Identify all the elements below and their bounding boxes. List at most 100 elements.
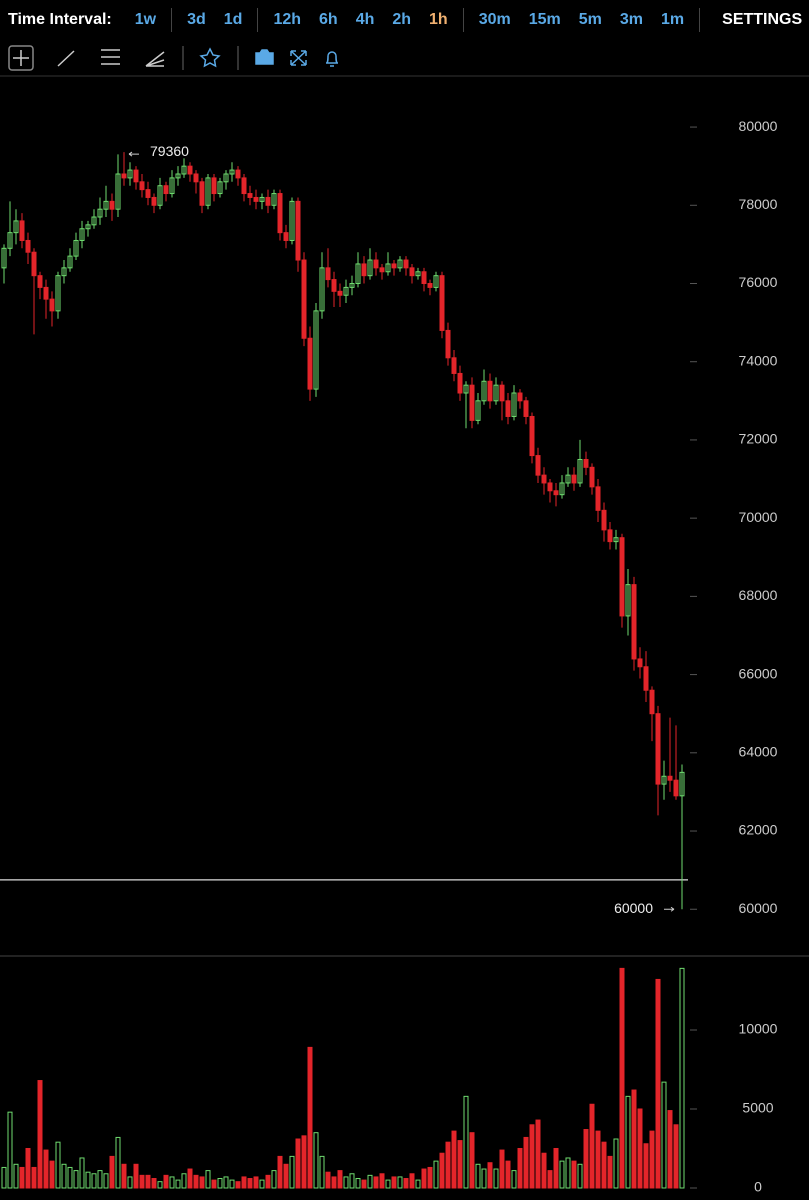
volume-bar	[43, 1149, 49, 1189]
fullscreen-tool[interactable]	[290, 50, 307, 66]
volume-bar	[151, 1178, 157, 1189]
candle-body	[583, 458, 589, 468]
volume-bar	[337, 1170, 343, 1189]
volume-bar	[319, 1155, 325, 1189]
volume-bar	[499, 1149, 505, 1189]
separator	[462, 8, 464, 32]
volume-bar	[637, 1108, 643, 1189]
candle-body	[517, 392, 523, 402]
y-tick-label: 66000	[739, 665, 778, 681]
candle-body	[631, 584, 637, 660]
interval-button[interactable]: 2h	[392, 11, 412, 28]
volume-bar	[223, 1176, 229, 1189]
interval-button[interactable]: 6h	[319, 11, 338, 28]
candle-body	[547, 482, 553, 492]
volume-bar	[313, 1132, 319, 1189]
candle-body	[403, 259, 409, 269]
candle-body	[415, 271, 421, 277]
candle-body	[571, 474, 577, 484]
volume-bar	[301, 1135, 307, 1189]
interval-button[interactable]: 1d	[223, 11, 243, 28]
candle-body	[157, 185, 163, 206]
candle-body	[97, 208, 103, 218]
candle-body	[541, 474, 547, 484]
volume-bar	[295, 1138, 301, 1189]
candle-body	[523, 400, 529, 417]
candle-body	[445, 329, 451, 359]
interval-button[interactable]: 1m	[661, 11, 685, 28]
candle-body	[601, 509, 607, 531]
volume-bar	[247, 1178, 253, 1189]
volume-bar	[619, 967, 625, 1189]
candle-body	[205, 177, 211, 206]
candle-body	[259, 196, 265, 202]
volume-bar	[169, 1176, 175, 1189]
interval-button[interactable]: 5m	[578, 11, 602, 28]
candle-body	[613, 537, 619, 543]
favorite-tool[interactable]	[199, 47, 221, 68]
volume-bar	[625, 1095, 631, 1189]
interval-button[interactable]: 3d	[187, 11, 206, 28]
volume-tick-label: 0	[754, 1179, 762, 1195]
candle-body	[661, 775, 667, 785]
volume-bar	[403, 1178, 409, 1189]
volume-bar	[259, 1179, 265, 1189]
candle-body	[535, 455, 541, 476]
candle-body	[427, 282, 433, 288]
candle-body	[637, 658, 643, 668]
volume-bar	[565, 1157, 571, 1189]
candle-body	[289, 200, 295, 241]
interval-button[interactable]: 30m	[478, 11, 511, 28]
volume-bar	[511, 1170, 517, 1189]
volume-bar	[367, 1174, 373, 1189]
min-label: 60000	[614, 900, 653, 916]
interval-button[interactable]: 1h	[429, 11, 448, 28]
interval-button[interactable]: 1w	[134, 11, 157, 28]
volume-bar	[673, 1124, 679, 1189]
candle-body	[619, 537, 625, 617]
volume-bar	[271, 1170, 277, 1189]
y-tick-label: 64000	[739, 744, 778, 760]
interval-button[interactable]: 4h	[355, 11, 375, 28]
screenshot-tool[interactable]	[255, 49, 274, 65]
volume-bar	[409, 1173, 415, 1189]
candle-body	[319, 267, 325, 312]
y-tick-label: 62000	[739, 822, 778, 838]
crosshair-tool[interactable]	[8, 45, 34, 71]
volume-bar	[85, 1171, 91, 1189]
volume-bar	[31, 1166, 37, 1189]
candle-body	[475, 400, 481, 421]
volume-bar	[457, 1140, 463, 1189]
interval-button[interactable]: 12h	[273, 11, 302, 28]
candle-body	[265, 196, 271, 206]
max-label: 79360	[150, 143, 189, 159]
candle-body	[145, 189, 151, 198]
interval-button[interactable]: 15m	[528, 11, 561, 28]
interval-button[interactable]: 3m	[619, 11, 644, 28]
candle-body	[115, 173, 121, 210]
line-tool[interactable]	[57, 50, 75, 67]
candle-body	[559, 482, 565, 496]
volume-bar	[421, 1168, 427, 1189]
candle-body	[493, 384, 499, 402]
volume-bar	[193, 1174, 199, 1189]
candle-body	[469, 384, 475, 421]
candle-body	[7, 232, 13, 249]
candle-body	[313, 310, 319, 390]
volume-bar	[535, 1119, 541, 1189]
candle-body	[379, 267, 385, 273]
min-arrow	[664, 906, 675, 912]
volume-bar	[397, 1176, 403, 1189]
volume-bar	[283, 1163, 289, 1189]
volume-bar	[229, 1179, 235, 1189]
alert-tool[interactable]	[326, 51, 338, 67]
fib-tool[interactable]	[145, 51, 165, 67]
settings-button[interactable]: SETTINGS	[722, 11, 803, 28]
candle-body	[241, 177, 247, 195]
candle-body	[499, 384, 505, 402]
volume-bar	[199, 1176, 205, 1189]
candle-body	[343, 286, 349, 296]
volume-bar	[307, 1046, 313, 1189]
candle-body	[511, 392, 517, 417]
hlines-tool[interactable]	[101, 49, 120, 65]
